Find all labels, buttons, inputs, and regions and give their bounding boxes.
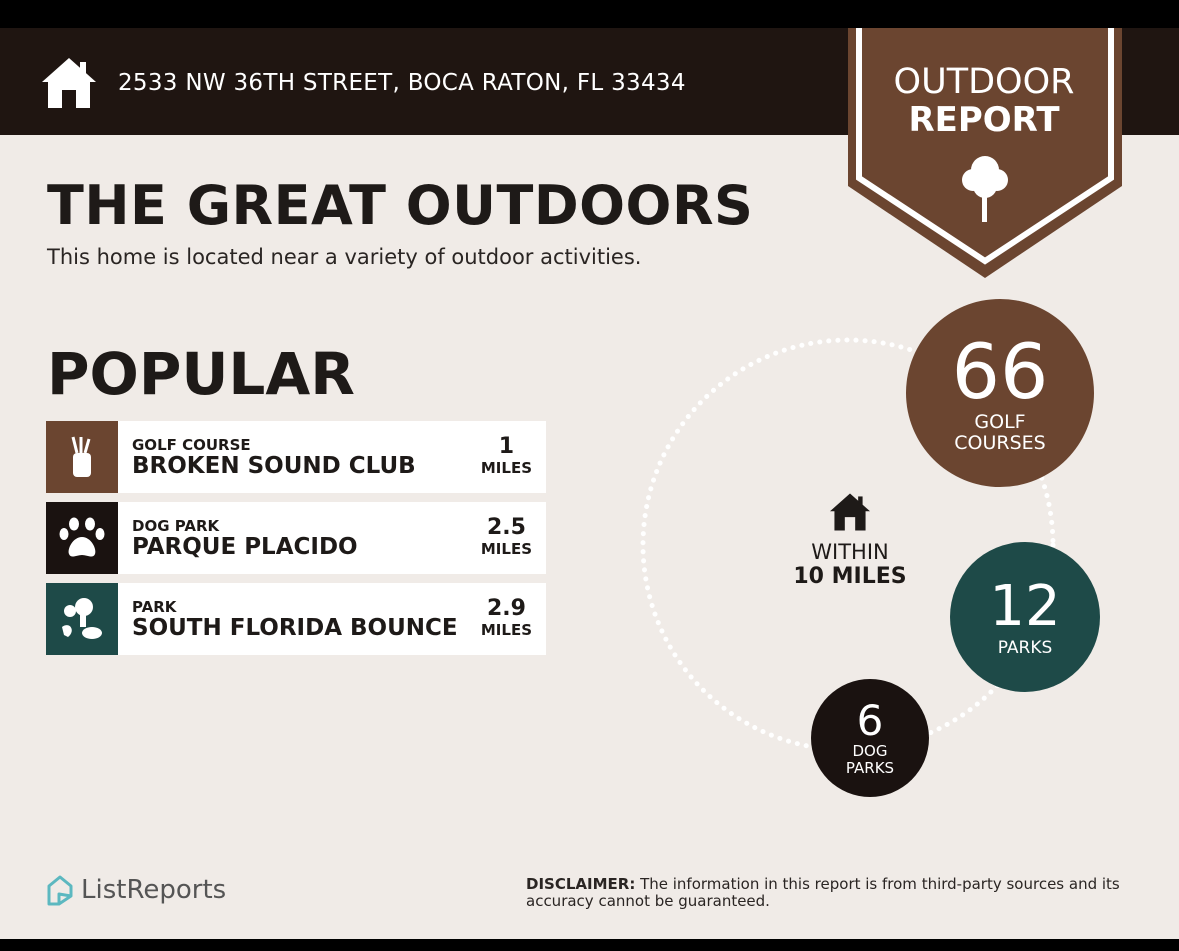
item-category: PARK (132, 598, 177, 616)
golf-courses-count: 66 GOLF COURSES (906, 299, 1094, 487)
list-item[interactable]: GOLF COURSE BROKEN SOUND CLUB 1 MILES (46, 421, 546, 493)
park-icon (46, 583, 118, 655)
item-distance: 2.5 (486, 515, 526, 540)
dog-parks-count: 6 DOG PARKS (811, 679, 929, 797)
item-name: SOUTH FLORIDA BOUNCE (132, 615, 458, 641)
item-name: PARQUE PLACIDO (132, 534, 358, 560)
bottom-bar (0, 939, 1179, 951)
tree-icon (962, 156, 1008, 222)
item-category: DOG PARK (132, 517, 220, 535)
popular-heading: POPULAR (47, 340, 355, 408)
paw-icon (46, 502, 118, 574)
home-icon (42, 58, 96, 108)
page-subtitle: This home is located near a variety of o… (47, 245, 642, 269)
top-bar (0, 0, 1179, 28)
item-name: BROKEN SOUND CLUB (132, 453, 416, 479)
parks-count: 12 PARKS (950, 542, 1100, 692)
item-category: GOLF COURSE (132, 436, 251, 454)
within-label: WITHIN 10 MILES (793, 540, 907, 589)
item-unit: MILES (480, 459, 532, 477)
outdoor-report-badge (848, 28, 1122, 278)
item-unit: MILES (480, 621, 532, 639)
badge-line1: OUTDOOR (893, 62, 1075, 102)
item-distance: 2.9 (486, 596, 526, 621)
list-item[interactable]: DOG PARK PARQUE PLACIDO 2.5 MILES (46, 502, 546, 574)
address: 2533 NW 36TH STREET, BOCA RATON, FL 3343… (118, 70, 686, 96)
page-title: THE GREAT OUTDOORS (47, 174, 754, 237)
item-unit: MILES (480, 540, 532, 558)
badge-line2: REPORT (908, 100, 1060, 140)
disclaimer: DISCLAIMER: The information in this repo… (526, 875, 1120, 910)
home-icon (830, 493, 870, 531)
golf-bag-icon (46, 421, 118, 493)
item-distance: 1 (498, 434, 515, 459)
listreports-logo: ListReports (45, 874, 226, 906)
list-item[interactable]: PARK SOUTH FLORIDA BOUNCE 2.9 MILES (46, 583, 546, 655)
